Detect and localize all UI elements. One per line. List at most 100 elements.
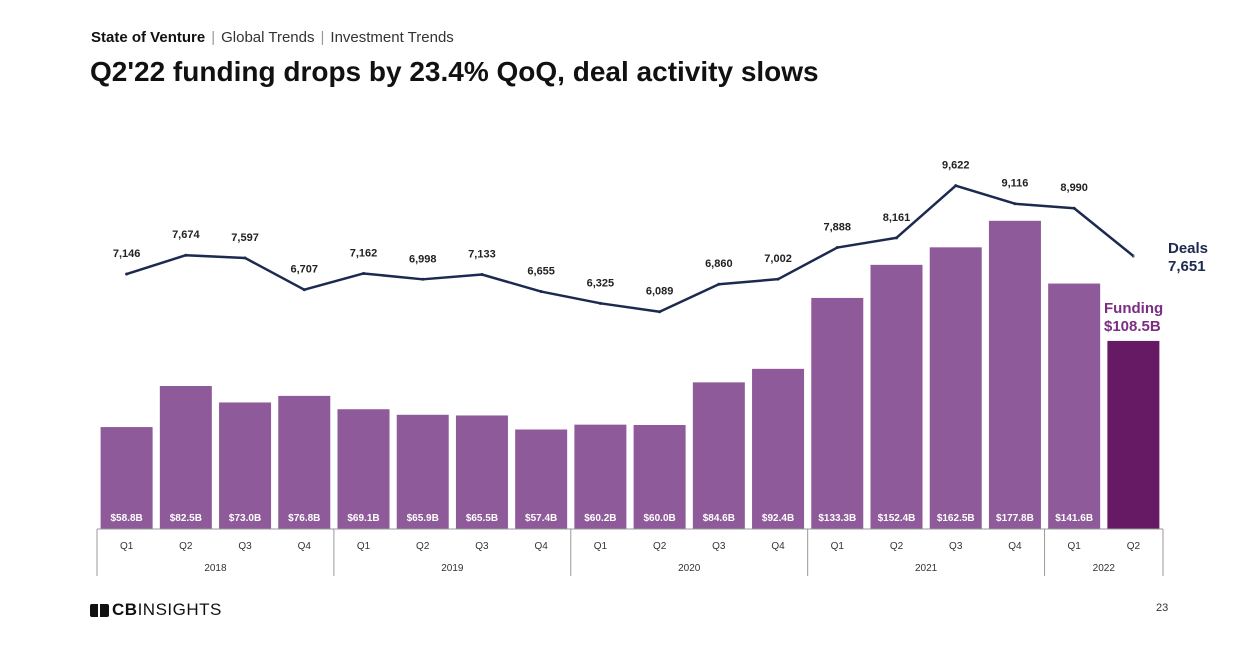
deals-point xyxy=(1013,202,1017,206)
breadcrumb-separator: | xyxy=(211,29,216,46)
deals-label: 7,597 xyxy=(231,232,259,244)
funding-bar-label: $84.6B xyxy=(703,513,735,524)
deals-point xyxy=(835,246,839,250)
funding-bar xyxy=(692,382,745,529)
deals-label: 7,002 xyxy=(764,253,792,265)
deals-point xyxy=(598,301,602,305)
deals-annotation-title: Deals xyxy=(1168,240,1208,257)
year-group-label: 2018 xyxy=(204,563,227,574)
deals-label: 8,990 xyxy=(1060,182,1088,194)
deals-label: 9,116 xyxy=(1001,178,1028,190)
funding-bar xyxy=(396,414,449,529)
deals-point xyxy=(776,277,780,281)
deals-point xyxy=(658,310,662,314)
logo-text-bold: CB xyxy=(112,600,138,619)
funding-bar xyxy=(574,424,627,529)
x-tick-label: Q3 xyxy=(238,541,252,552)
page-number: 23 xyxy=(1156,602,1169,614)
deals-point xyxy=(895,236,898,240)
deals-annotation-value: 7,651 xyxy=(1168,258,1206,275)
cb-insights-logo-icon xyxy=(90,603,109,617)
x-tick-label: Q4 xyxy=(298,541,312,552)
funding-bar xyxy=(219,402,272,529)
x-tick-label: Q2 xyxy=(179,541,193,552)
deals-label: 6,655 xyxy=(527,266,555,278)
funding-bar xyxy=(100,427,153,529)
funding-bar-label: $92.4B xyxy=(762,513,794,524)
deals-label: 6,998 xyxy=(409,253,437,265)
deals-point xyxy=(421,277,425,281)
funding-bar xyxy=(278,395,331,529)
deals-point xyxy=(184,253,188,257)
funding-bar xyxy=(752,368,805,529)
deals-point xyxy=(125,272,129,276)
breadcrumb-state-of-venture[interactable]: State of Venture xyxy=(91,29,206,46)
funding-bar-label: $177.8B xyxy=(996,513,1034,524)
funding-annotation-title: Funding xyxy=(1104,300,1163,317)
funding-bar-label: $82.5B xyxy=(170,513,202,524)
funding-bar xyxy=(515,429,568,529)
logo-text-rest: INSIGHTS xyxy=(137,600,222,619)
deals-point xyxy=(480,272,484,276)
breadcrumb-investment-trends[interactable]: Investment Trends xyxy=(330,29,454,46)
funding-bar-label: $65.5B xyxy=(466,513,498,524)
breadcrumb-global-trends[interactable]: Global Trends xyxy=(221,29,315,46)
x-tick-label: Q3 xyxy=(475,541,489,552)
year-group-label: 2022 xyxy=(1093,563,1116,574)
deals-label: 8,161 xyxy=(883,212,911,224)
funding-bar-label: $76.8B xyxy=(288,513,320,524)
x-tick-label: Q3 xyxy=(712,541,726,552)
deals-point xyxy=(954,184,958,188)
deals-point xyxy=(243,256,247,260)
funding-bar-label: $65.9B xyxy=(407,513,439,524)
x-tick-label: Q4 xyxy=(771,541,785,552)
page-title: Q2'22 funding drops by 23.4% QoQ, deal a… xyxy=(90,56,819,87)
deals-point xyxy=(539,290,543,294)
deals-label: 7,146 xyxy=(113,248,141,260)
funding-bar xyxy=(929,247,982,530)
deals-label: 7,888 xyxy=(824,222,852,234)
funding-bar-label: $57.4B xyxy=(525,513,557,524)
year-group-label: 2019 xyxy=(441,563,464,574)
funding-bar-label: $73.0B xyxy=(229,513,261,524)
funding-bar xyxy=(159,386,212,529)
x-tick-label: Q1 xyxy=(1067,541,1081,552)
funding-bar-label: $133.3B xyxy=(818,513,856,524)
x-tick-label: Q2 xyxy=(890,541,904,552)
deals-point xyxy=(1072,206,1076,210)
funding-bar xyxy=(455,415,508,529)
funding-bar-label: $69.1B xyxy=(347,513,379,524)
deals-label: 7,674 xyxy=(172,229,200,241)
x-tick-label: Q1 xyxy=(357,541,371,552)
year-group-label: 2020 xyxy=(678,563,701,574)
deals-label: 7,162 xyxy=(350,247,378,259)
funding-bar xyxy=(870,264,923,529)
deals-label: 6,325 xyxy=(587,277,615,289)
x-tick-label: Q2 xyxy=(1127,541,1141,552)
breadcrumb-separator: | xyxy=(320,29,325,46)
x-tick-label: Q3 xyxy=(949,541,963,552)
x-tick-label: Q1 xyxy=(831,541,845,552)
deals-point xyxy=(302,288,306,292)
funding-annotation-value: $108.5B xyxy=(1104,318,1161,335)
deals-point xyxy=(362,271,365,275)
x-tick-label: Q4 xyxy=(1008,541,1022,552)
funding-bar xyxy=(811,297,864,529)
funding-bar xyxy=(337,409,390,529)
year-group-label: 2021 xyxy=(915,563,938,574)
x-tick-label: Q4 xyxy=(534,541,548,552)
deals-label: 6,089 xyxy=(646,286,674,298)
funding-bar xyxy=(633,425,686,529)
funding-bar-label: $152.4B xyxy=(878,513,916,524)
deals-label: 6,860 xyxy=(705,258,733,270)
funding-bar xyxy=(1048,283,1101,529)
breadcrumb: State of Venture | Global Trends | Investmen… xyxy=(91,29,454,46)
funding-bar xyxy=(988,220,1041,529)
funding-bar-label: $60.2B xyxy=(584,513,616,524)
funding-bar-label: $58.8B xyxy=(110,513,142,524)
x-tick-label: Q2 xyxy=(653,541,667,552)
cb-insights-logo: CB INSIGHTS xyxy=(90,600,222,620)
deals-label: 9,622 xyxy=(942,160,970,172)
funding-bar xyxy=(1107,340,1160,529)
funding-deals-chart: $58.8B $82.5B $73.0B $76.8B $69.1B $65.9B $65.… xyxy=(96,160,1208,576)
